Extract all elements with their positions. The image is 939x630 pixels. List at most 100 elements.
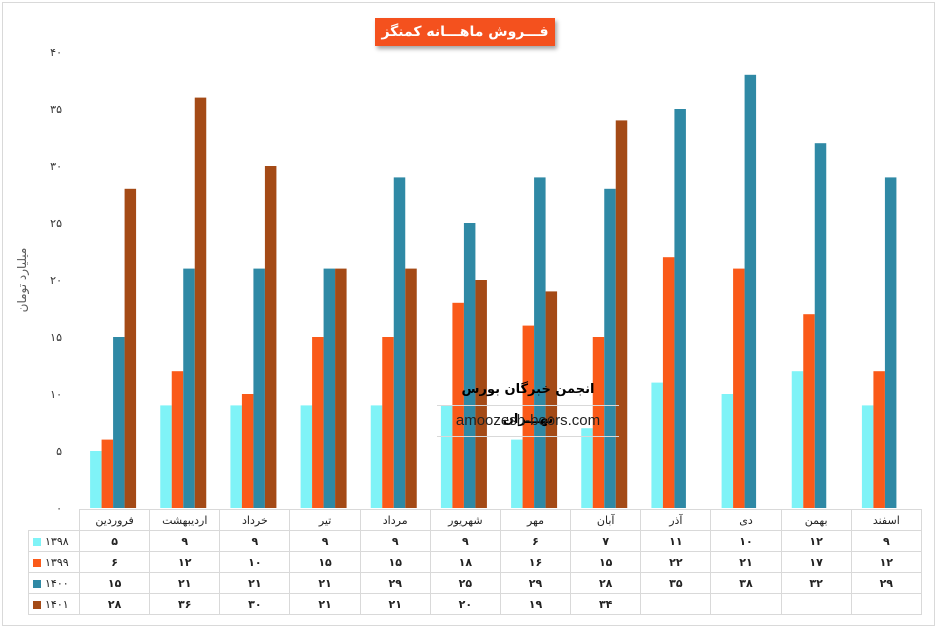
data-label: ۳۶	[149, 593, 221, 615]
legend-entry: ۱۴۰۱	[28, 593, 80, 615]
category-label: شهریور	[429, 509, 501, 531]
category-label: دی	[710, 509, 782, 531]
bar-4-7	[545, 291, 558, 508]
bar-2-8	[592, 337, 605, 508]
y-tick-label: ۴۰	[50, 46, 62, 59]
data-label: ۲۰	[429, 593, 501, 615]
data-label: ۱۵	[359, 551, 431, 573]
category-label: مهر	[499, 509, 572, 531]
bar-4-1	[124, 188, 137, 509]
bar-2-10	[733, 268, 745, 508]
data-label: ۲۱	[149, 572, 221, 594]
data-label: ۳۲	[780, 572, 852, 594]
watermark-title: انجمن خبرگان بورس تهـــران	[437, 375, 619, 427]
data-label: ۳۸	[710, 572, 782, 594]
bar-4-6	[475, 280, 487, 508]
data-label: ۲۱	[289, 572, 361, 594]
data-label: ۳۵	[640, 572, 712, 594]
data-label: ۲۸	[570, 572, 642, 594]
data-label: ۶	[499, 530, 572, 552]
data-label: ۹	[850, 530, 922, 552]
bar-2-2	[171, 371, 184, 508]
bar-2-5	[382, 337, 394, 508]
table-row: ۱۴۰۰ ۱۵ ۲۱ ۲۱ ۲۱ ۲۹ ۲۵ ۲۹ ۲۸ ۳۵ ۳۸ ۳۲ ۲۹	[28, 572, 922, 594]
data-label: ۱۲	[780, 530, 852, 552]
bar-4-2	[194, 97, 207, 508]
data-label: ۱۰	[710, 530, 782, 552]
bar-1-7	[511, 439, 523, 508]
bar-2-3	[241, 394, 254, 508]
bar-1-12	[861, 405, 874, 508]
table-row: ۱۳۹۹ ۶ ۱۲ ۱۰ ۱۵ ۱۵ ۱۸ ۱۶ ۱۵ ۲۲ ۲۱ ۱۷ ۱۲	[28, 551, 922, 573]
bar-1-9	[651, 382, 663, 508]
bar-3-1	[113, 337, 125, 508]
data-label: ۵	[78, 530, 151, 552]
y-tick-label: ۳۵	[50, 103, 62, 116]
bar-1-6	[440, 405, 453, 508]
data-table: فروردین اردیبهشت خرداد تیر مرداد شهریور مهر آبا…	[28, 509, 922, 615]
legend-label: ۱۴۰۱	[45, 597, 69, 611]
watermark-url: amoozesh-boors.com	[437, 406, 619, 437]
bar-4-3	[264, 166, 277, 508]
table-row: ۱۳۹۸ ۵ ۹ ۹ ۹ ۹ ۹ ۶ ۷ ۱۱ ۱۰ ۱۲ ۹	[28, 530, 922, 552]
data-label: ۲۸	[78, 593, 151, 615]
table-header-row: فروردین اردیبهشت خرداد تیر مرداد شهریور مهر آبا…	[28, 509, 922, 531]
bar-1-8	[581, 428, 593, 508]
data-label: ۱۷	[780, 551, 852, 573]
bar-1-11	[791, 371, 804, 508]
y-tick-label: ۲۰	[50, 274, 62, 287]
data-label: ۹	[359, 530, 431, 552]
watermark: انجمن خبرگان بورس تهـــران amoozesh-boor…	[437, 375, 619, 437]
legend-swatch	[33, 537, 41, 546]
data-label: ۲۹	[359, 572, 431, 594]
bar-1-10	[721, 394, 734, 508]
data-label: ۱۵	[570, 551, 642, 573]
bar-2-7	[522, 325, 535, 508]
data-label: ۲۱	[710, 551, 782, 573]
data-label	[850, 593, 922, 615]
legend-entry: ۱۴۰۰	[28, 572, 80, 594]
data-label: ۹	[149, 530, 221, 552]
bar-1-2	[160, 405, 172, 508]
data-label	[780, 593, 852, 615]
data-label: ۱۵	[289, 551, 361, 573]
bar-3-7	[534, 177, 546, 508]
chart-title: فـــروش ماهـــانه کمنگز	[375, 18, 555, 46]
bar-3-6	[463, 223, 476, 508]
bar-4-5	[405, 268, 417, 508]
bar-4-8	[615, 120, 628, 509]
legend-label: ۱۳۹۸	[45, 534, 69, 548]
bar-3-5	[393, 177, 406, 508]
data-label: ۲۱	[359, 593, 431, 615]
bar-3-9	[674, 109, 686, 508]
category-label: تیر	[289, 509, 361, 531]
data-label: ۱۱	[640, 530, 712, 552]
data-label: ۹	[429, 530, 501, 552]
y-tick-label: ۱۵	[50, 331, 62, 344]
data-label: ۷	[570, 530, 642, 552]
data-label	[710, 593, 782, 615]
y-tick-label: ۳۰	[50, 160, 62, 173]
bar-2-9	[662, 257, 675, 508]
data-label	[640, 593, 712, 615]
category-label: فروردین	[78, 509, 151, 531]
bar-2-11	[803, 314, 815, 508]
y-tick-label: ۵	[56, 445, 62, 458]
data-label: ۱۲	[850, 551, 922, 573]
bar-1-5	[370, 405, 383, 508]
y-tick-label: ۲۵	[50, 217, 62, 230]
data-label: ۱۹	[499, 593, 572, 615]
data-label: ۳۰	[219, 593, 291, 615]
category-label: مرداد	[359, 509, 431, 531]
table-row: ۱۴۰۱ ۲۸ ۳۶ ۳۰ ۲۱ ۲۱ ۲۰ ۱۹ ۳۴	[28, 593, 922, 615]
bar-2-12	[873, 371, 885, 508]
category-label: اسفند	[850, 509, 922, 531]
category-label: اردیبهشت	[149, 509, 221, 531]
legend-swatch	[33, 600, 41, 609]
data-label: ۲۹	[850, 572, 922, 594]
y-tick-label: ۰	[56, 502, 62, 515]
bar-2-1	[101, 439, 114, 508]
category-label: آذر	[640, 509, 712, 531]
legend-label: ۱۴۰۰	[45, 576, 69, 590]
data-label: ۲۱	[289, 593, 361, 615]
